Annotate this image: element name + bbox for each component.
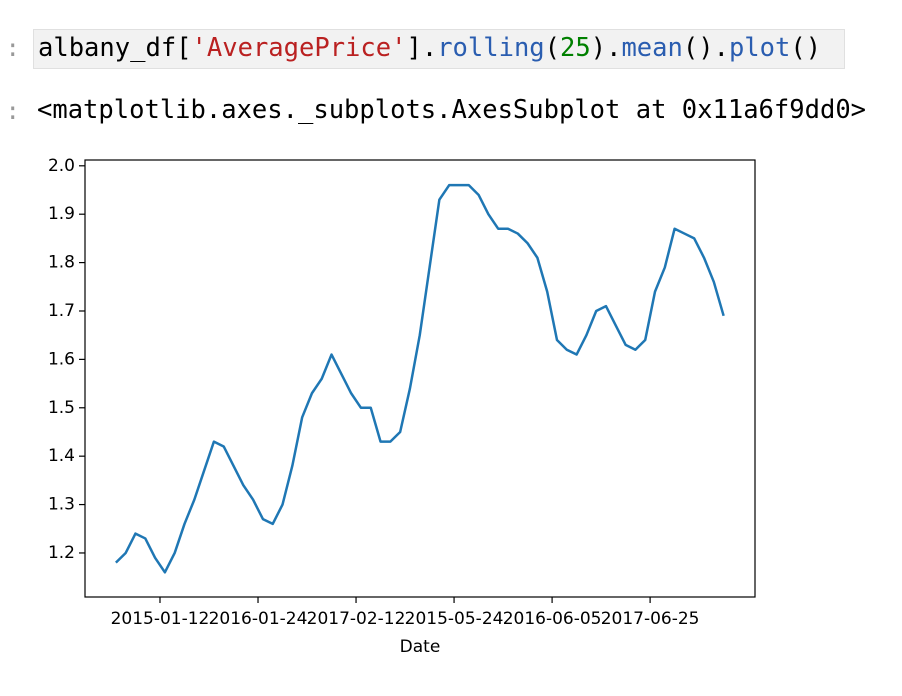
code-token: albany_df[: [38, 33, 192, 63]
code: albany_df['AveragePrice'].rolling(25).me…: [38, 33, 821, 63]
x-tick-label: 2015-01-12: [111, 609, 210, 629]
y-tick-label: 1.9: [48, 204, 75, 224]
x-tick-label: 2017-06-25: [601, 609, 700, 629]
data-line: [115, 183, 725, 574]
x-tick-label: 2015-05-24: [405, 609, 504, 629]
code-token: mean: [621, 33, 683, 63]
y-tick-label: 1.3: [48, 495, 75, 515]
code-token: ).: [590, 33, 622, 63]
code-token: ].: [406, 33, 438, 63]
code-token: rolling: [437, 33, 545, 63]
x-axis-label: Date: [400, 637, 441, 657]
y-tick-label: 2.0: [48, 156, 75, 176]
y-tick-label: 1.6: [48, 349, 75, 369]
y-tick-label: 1.5: [48, 398, 75, 418]
y-tick-label: 1.4: [48, 446, 75, 466]
y-tick-label: 1.7: [48, 301, 75, 321]
x-tick-label: 2017-02-12: [307, 609, 406, 629]
code-token: 25: [560, 33, 591, 63]
output-text: <matplotlib.axes._subplots.AxesSubplot a…: [37, 95, 867, 125]
code-token: plot: [728, 33, 791, 63]
code-cell[interactable]: albany_df['AveragePrice'].rolling(25).me…: [33, 29, 845, 69]
input-prompt: :: [5, 34, 20, 62]
code-token: (: [544, 33, 561, 63]
y-tick-label: 1.2: [48, 543, 75, 563]
code-token: ().: [682, 33, 729, 63]
x-tick-label: 2016-06-05: [503, 609, 602, 629]
x-tick-label: 2016-01-24: [209, 609, 308, 629]
code-token: (): [790, 33, 822, 63]
code-token: 'AveragePrice': [191, 33, 407, 63]
y-tick-label: 1.8: [48, 253, 75, 273]
output-prompt: :: [5, 97, 20, 125]
plot-frame: [84, 159, 756, 598]
